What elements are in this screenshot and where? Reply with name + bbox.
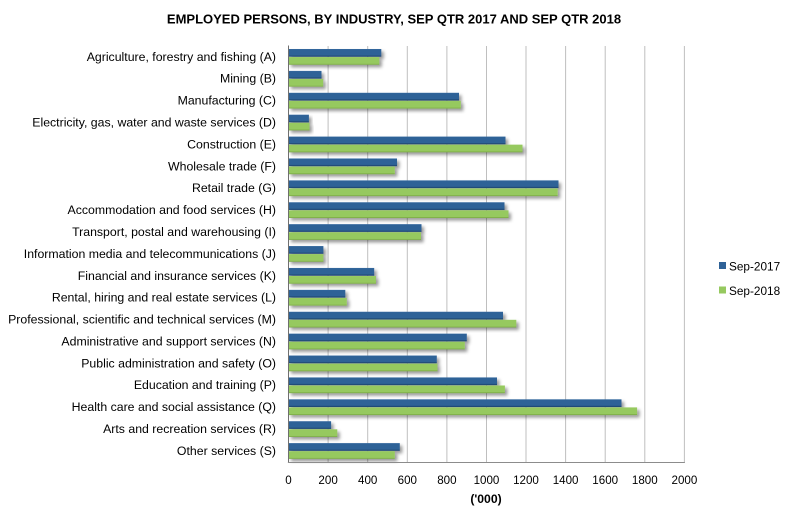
svg-text:1600: 1600 (592, 474, 618, 487)
svg-text:Other services (S): Other services (S) (177, 444, 276, 458)
svg-text:Mining (B): Mining (B) (220, 72, 276, 86)
svg-text:Manufacturing (C): Manufacturing (C) (178, 94, 276, 108)
svg-text:Administrative and support ser: Administrative and support services (N) (61, 334, 276, 348)
svg-text:1200: 1200 (513, 474, 539, 487)
svg-text:Retail trade (G): Retail trade (G) (192, 181, 276, 195)
svg-text:200: 200 (318, 474, 337, 487)
svg-text:Wholesale trade (F): Wholesale trade (F) (168, 159, 276, 173)
svg-text:Health care and social assista: Health care and social assistance (Q) (72, 400, 276, 414)
svg-text:800: 800 (437, 474, 456, 487)
svg-text:600: 600 (398, 474, 417, 487)
svg-text:Arts and recreation services (: Arts and recreation services (R) (103, 422, 276, 436)
svg-text:('000): ('000) (470, 492, 501, 506)
svg-text:Accommodation and food service: Accommodation and food services (H) (68, 203, 276, 217)
svg-text:Electricity, gas, water and wa: Electricity, gas, water and waste servic… (32, 115, 276, 129)
svg-text:1800: 1800 (632, 474, 658, 487)
svg-text:Education and training (P): Education and training (P) (134, 378, 276, 392)
svg-text:Sep-2017: Sep-2017 (729, 259, 780, 273)
svg-text:0: 0 (285, 474, 291, 487)
svg-text:Transport, postal and warehous: Transport, postal and warehousing (I) (72, 225, 276, 239)
svg-text:EMPLOYED PERSONS, BY INDUSTRY,: EMPLOYED PERSONS, BY INDUSTRY, SEP QTR 2… (167, 11, 621, 26)
svg-text:Construction (E): Construction (E) (187, 137, 276, 151)
svg-text:Sep-2018: Sep-2018 (729, 284, 781, 298)
svg-text:400: 400 (358, 474, 377, 487)
svg-text:Professional, scientific and t: Professional, scientific and technical s… (8, 313, 276, 327)
svg-text:Agriculture, forestry and fish: Agriculture, forestry and fishing (A) (87, 50, 276, 64)
svg-text:Financial and insurance servic: Financial and insurance services (K) (78, 269, 276, 283)
svg-text:2000: 2000 (672, 474, 698, 487)
svg-text:Information media and telecomm: Information media and telecommunications… (24, 247, 276, 261)
svg-text:1000: 1000 (474, 474, 500, 487)
svg-text:Public administration and safe: Public administration and safety (O) (81, 356, 276, 370)
svg-text:1400: 1400 (553, 474, 579, 487)
svg-text:Rental, hiring and real estate: Rental, hiring and real estate services … (52, 291, 276, 305)
